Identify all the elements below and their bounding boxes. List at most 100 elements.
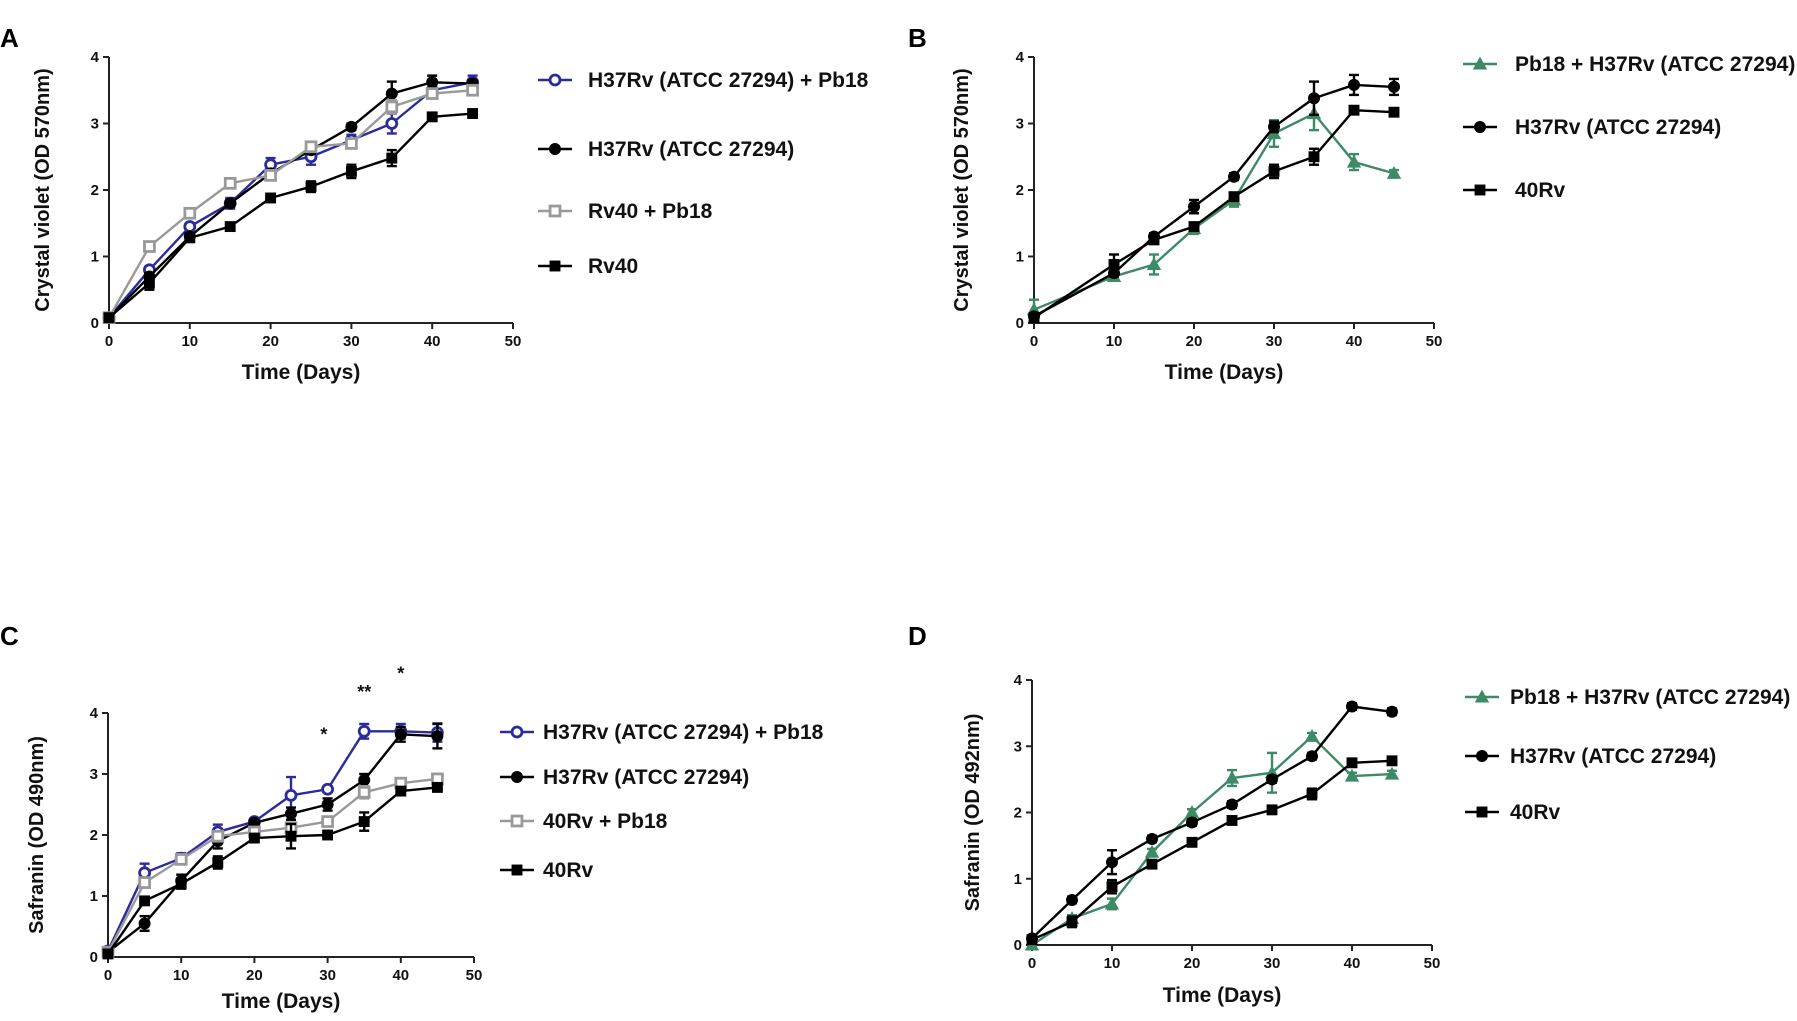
series-4 bbox=[103, 108, 479, 324]
y-axis-title: Safranin (OD 490nm) bbox=[26, 736, 48, 934]
data-point bbox=[395, 785, 407, 797]
series-2 bbox=[102, 722, 444, 959]
panel-label: C bbox=[0, 621, 19, 651]
data-point bbox=[1186, 836, 1198, 848]
data-point bbox=[284, 788, 298, 802]
y-tick-label: 1 bbox=[90, 888, 98, 905]
y-tick-label: 2 bbox=[90, 827, 98, 844]
data-point bbox=[248, 832, 260, 844]
data-point bbox=[1344, 768, 1360, 782]
data-point bbox=[345, 137, 358, 150]
series-line bbox=[108, 112, 473, 319]
legend-marker bbox=[1476, 750, 1488, 762]
data-point bbox=[224, 197, 237, 210]
data-point bbox=[1188, 221, 1200, 233]
data-point bbox=[385, 100, 399, 114]
data-point bbox=[431, 730, 444, 743]
legend-marker bbox=[510, 814, 524, 828]
series-1 bbox=[102, 74, 480, 325]
x-tick-label: 40 bbox=[1346, 333, 1363, 350]
data-point bbox=[1188, 200, 1200, 213]
data-point bbox=[212, 857, 224, 868]
data-point bbox=[466, 83, 479, 97]
x-tick-label: 10 bbox=[181, 333, 198, 350]
series-line bbox=[107, 733, 438, 954]
legend-label: H37Rv (ATCC 27294) + Pb18 bbox=[543, 721, 824, 744]
data-point bbox=[358, 774, 371, 787]
axes: 0 10 20 30 40 50 0 1 2 3 4 bbox=[1014, 672, 1441, 972]
series-1 bbox=[1026, 95, 1402, 321]
data-point bbox=[345, 165, 357, 177]
y-axis-title: Crystal violet (OD 570nm) bbox=[32, 68, 54, 311]
series-line bbox=[106, 777, 438, 953]
data-point bbox=[1384, 766, 1400, 780]
y-tick-label: 0 bbox=[1016, 315, 1024, 332]
legend-label: 40Rv bbox=[543, 859, 594, 882]
data-point bbox=[425, 87, 439, 100]
panel-c: C 0 10 20 30 40 50 0 1 2 3 4 Time (Days) Safranin (OD… bbox=[0, 621, 824, 1013]
x-tick-label: 30 bbox=[319, 967, 336, 984]
x-tick-label: 40 bbox=[1344, 955, 1361, 972]
data-point bbox=[174, 853, 188, 866]
legend-marker bbox=[1474, 184, 1486, 196]
x-axis-title: Time (Days) bbox=[1163, 984, 1282, 1007]
data-point bbox=[102, 948, 114, 960]
legend-item: Rv40 + Pb18 bbox=[538, 200, 713, 223]
y-tick-label: 1 bbox=[1014, 871, 1022, 888]
data-point bbox=[1386, 755, 1398, 767]
data-point bbox=[1228, 191, 1240, 203]
data-point bbox=[1026, 934, 1038, 946]
x-tick-label: 30 bbox=[343, 333, 360, 350]
data-point bbox=[1386, 166, 1402, 179]
data-point bbox=[1144, 844, 1160, 858]
legend-item: Pb18 + H37Rv (ATCC 27294) bbox=[1465, 686, 1790, 709]
data-point bbox=[1226, 815, 1238, 826]
data-point bbox=[1268, 165, 1280, 177]
data-point bbox=[321, 782, 335, 796]
x-tick-label: 40 bbox=[424, 333, 441, 350]
data-point bbox=[358, 816, 370, 828]
legend-marker bbox=[548, 73, 562, 87]
legend-item: H37Rv (ATCC 27294) bbox=[1463, 116, 1721, 139]
legend-marker bbox=[511, 771, 523, 783]
panel-b: B 0 10 20 30 40 50 0 1 2 3 4 Time (Days) Crystal viol… bbox=[908, 23, 1795, 384]
data-point bbox=[1306, 788, 1318, 800]
series-line bbox=[106, 730, 438, 952]
data-point bbox=[357, 785, 371, 799]
data-point bbox=[305, 181, 317, 193]
data-point bbox=[211, 829, 225, 843]
legend-item: Rv40 bbox=[538, 255, 638, 278]
y-tick-label: 3 bbox=[1014, 738, 1022, 755]
y-axis-title: Crystal violet (OD 570nm) bbox=[951, 68, 973, 311]
legend-item: H37Rv (ATCC 27294) bbox=[500, 766, 749, 789]
legend-label: Rv40 + Pb18 bbox=[588, 200, 713, 223]
data-point bbox=[1348, 78, 1360, 91]
legend-label: 40Rv bbox=[1510, 801, 1561, 824]
data-point bbox=[1266, 773, 1278, 786]
data-point bbox=[1224, 770, 1240, 784]
legend-label: H37Rv (ATCC 27294) bbox=[543, 766, 749, 789]
legend-marker bbox=[1476, 806, 1488, 818]
series-1 bbox=[1024, 728, 1400, 951]
legend-marker bbox=[1474, 121, 1486, 133]
y-tick-label: 2 bbox=[91, 182, 99, 199]
series-line bbox=[108, 81, 473, 319]
legend-label: H37Rv (ATCC 27294) bbox=[1510, 745, 1716, 768]
data-point bbox=[265, 192, 277, 204]
series-1 bbox=[101, 722, 444, 958]
panel-label: A bbox=[0, 23, 19, 53]
series-line bbox=[107, 89, 473, 319]
x-tick-label: 0 bbox=[104, 967, 112, 984]
data-point bbox=[1346, 154, 1362, 168]
y-tick-label: 3 bbox=[91, 116, 99, 133]
data-point bbox=[304, 140, 318, 154]
data-point bbox=[224, 221, 236, 233]
data-point bbox=[1346, 700, 1358, 713]
legend-item: H37Rv (ATCC 27294) bbox=[538, 138, 794, 161]
data-point bbox=[139, 895, 151, 907]
data-point bbox=[1146, 833, 1158, 845]
x-axis-title: Time (Days) bbox=[222, 990, 341, 1013]
data-point bbox=[386, 152, 398, 164]
data-point bbox=[426, 76, 439, 89]
data-point bbox=[175, 878, 187, 890]
